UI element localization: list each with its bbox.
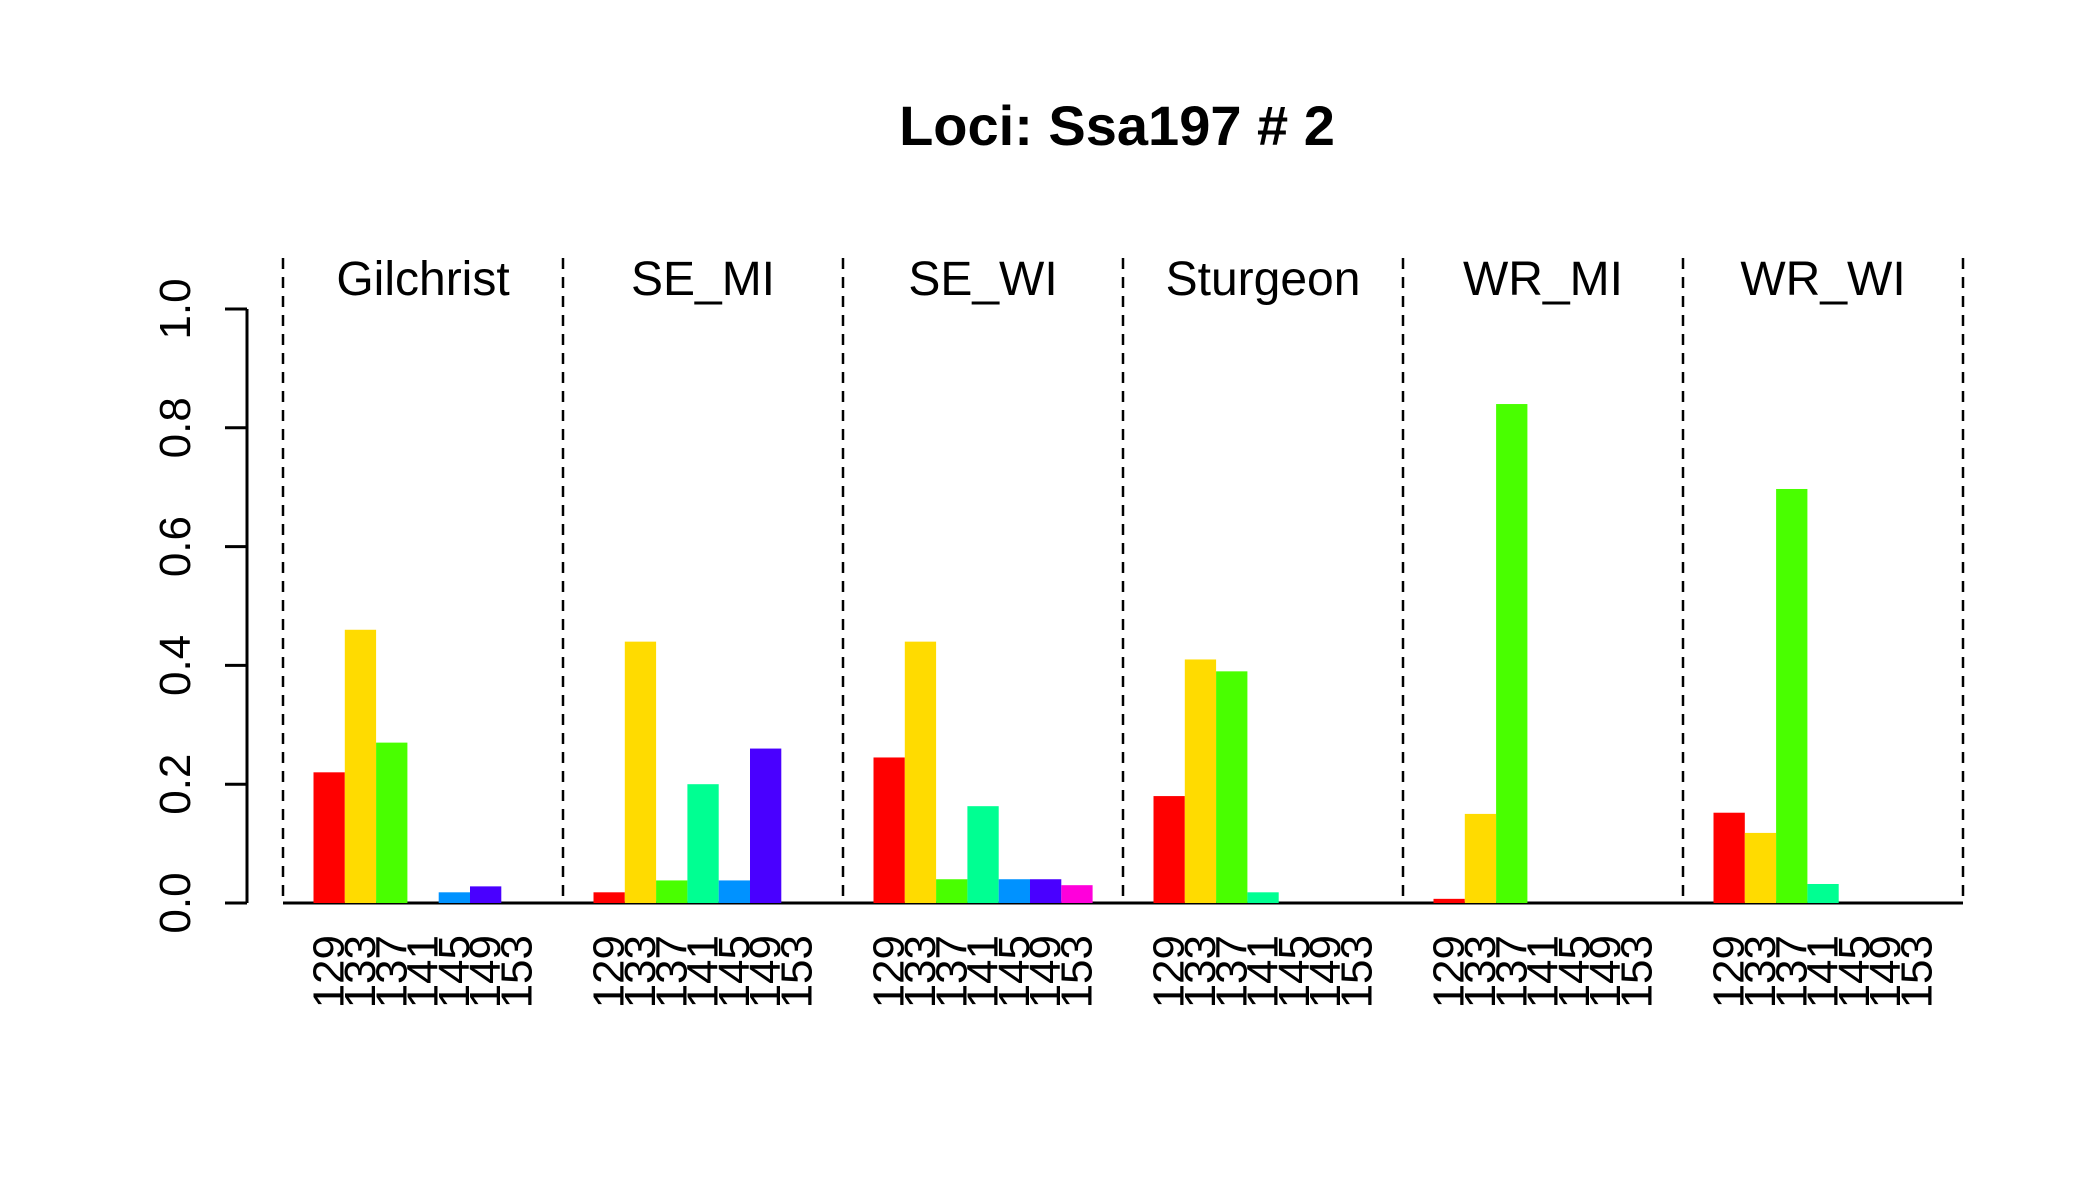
bar-129 [1713,812,1745,903]
bar-129 [313,772,345,903]
population-panels: Gilchrist129133137141145149153SE_MI12913… [305,253,1942,1008]
x-tick-label: 153 [1612,935,1661,1008]
x-tick-label: 133 [336,935,385,1008]
x-tick-label: 145 [990,935,1039,1008]
x-tick-label: 149 [741,935,790,1008]
x-tick-label: 141 [1799,935,1848,1008]
bar-141 [1247,892,1279,903]
x-tick-label: 153 [1052,935,1101,1008]
x-tick-label: 145 [710,935,759,1008]
x-tick-label: 141 [399,935,448,1008]
bar-137 [1496,404,1528,903]
y-tick-label: 1.0 [151,278,200,339]
x-tick-label: 141 [1519,935,1568,1008]
x-tick-label: 137 [1207,935,1256,1008]
bar-137 [1216,671,1248,903]
x-tick-label: 153 [772,935,821,1008]
x-tick-label: 153 [1332,935,1381,1008]
bar-129 [1153,796,1185,903]
bar-141 [687,784,719,903]
y-tick-label: 0.0 [151,872,200,933]
x-tick-label: 149 [1861,935,1910,1008]
panel-label: WR_WI [1740,253,1905,306]
bar-137 [376,742,408,903]
x-tick-label: 137 [647,935,696,1008]
panel-label: SE_WI [908,253,1057,306]
bar-149 [470,886,502,903]
x-tick-label: 133 [896,935,945,1008]
x-tick-label: 145 [430,935,479,1008]
panel-label: SE_MI [631,253,775,306]
bar-129 [873,757,905,903]
x-tick-label: 149 [1301,935,1350,1008]
y-tick-label: 0.6 [151,516,200,577]
bar-153 [1061,885,1093,903]
x-tick-label: 153 [492,935,541,1008]
bar-137 [936,879,968,903]
x-tick-label: 129 [1145,935,1194,1008]
panel-label: Gilchrist [336,253,509,306]
panel-label: Sturgeon [1166,253,1361,306]
x-tick-label: 149 [461,935,510,1008]
x-tick-label: 129 [1705,935,1754,1008]
x-tick-label: 133 [616,935,665,1008]
bar-129 [1433,898,1465,903]
y-tick-label: 0.8 [151,397,200,458]
x-tick-label: 129 [865,935,914,1008]
bar-145 [998,879,1030,903]
x-tick-label: 149 [1021,935,1070,1008]
bar-133 [1464,813,1497,903]
x-tick-label: 153 [1892,935,1941,1008]
x-tick-label: 141 [959,935,1008,1008]
bar-133 [624,641,657,903]
x-tick-label: 145 [1550,935,1599,1008]
x-tick-label: 137 [1767,935,1816,1008]
bar-133 [344,629,377,903]
bar-133 [1184,659,1217,903]
chart-title: Loci: Ssa197 # 2 [899,94,1335,157]
x-tick-label: 149 [1581,935,1630,1008]
x-tick-label: 133 [1736,935,1785,1008]
x-tick-label: 129 [305,935,354,1008]
bar-141 [967,806,999,903]
y-axis: 0.0 0.2 0.4 0.6 0.8 1.0 [151,278,249,934]
x-tick-label: 133 [1456,935,1505,1008]
bar-129 [593,892,625,903]
x-tick-label: 145 [1270,935,1319,1008]
x-tick-label: 141 [1239,935,1288,1008]
x-tick-label: 137 [1487,935,1536,1008]
x-tick-label: 129 [585,935,634,1008]
bar-145 [438,892,470,903]
x-tick-label: 141 [679,935,728,1008]
x-tick-label: 137 [927,935,976,1008]
x-tick-label: 133 [1176,935,1225,1008]
bar-149 [750,748,782,903]
panel-label: WR_MI [1463,253,1623,306]
bar-137 [1776,488,1808,903]
y-tick-label: 0.2 [151,754,200,815]
x-tick-label: 137 [367,935,416,1008]
bar-133 [904,641,937,903]
bar-133 [1744,832,1777,903]
x-tick-label: 129 [1425,935,1474,1008]
bar-137 [656,880,688,903]
bar-145 [718,880,750,903]
y-tick-label: 0.4 [151,635,200,696]
x-tick-label: 145 [1830,935,1879,1008]
panel-separators [281,258,1965,903]
bar-149 [1030,879,1062,903]
bar-141 [1807,883,1839,903]
